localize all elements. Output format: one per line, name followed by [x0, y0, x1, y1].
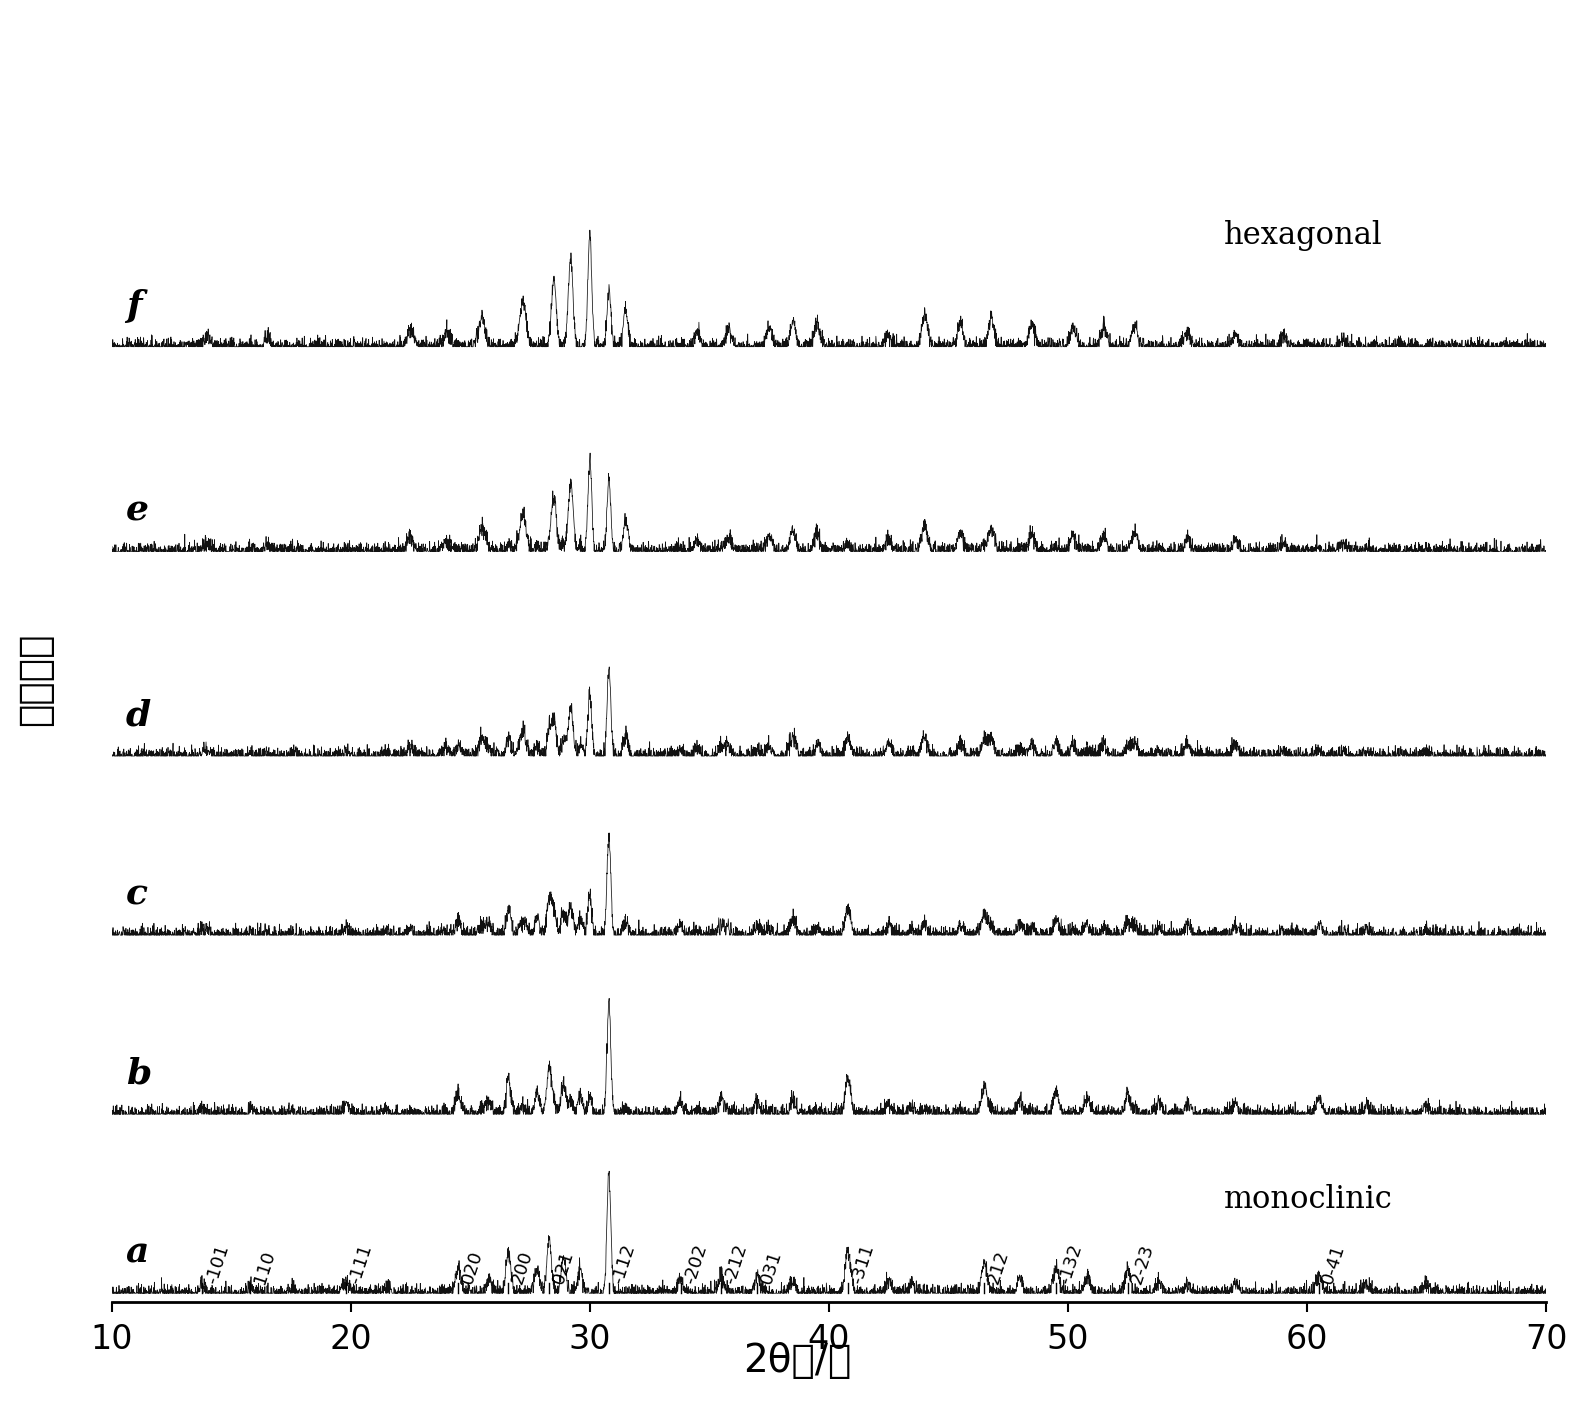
Text: -111: -111	[346, 1242, 376, 1286]
Text: 200: 200	[508, 1248, 536, 1286]
Text: 2θ角/度: 2θ角/度	[743, 1341, 851, 1380]
Text: 0-41: 0-41	[1320, 1242, 1349, 1286]
Text: -311: -311	[848, 1242, 878, 1286]
Text: c: c	[126, 877, 148, 911]
Text: -212: -212	[722, 1242, 751, 1286]
Text: 020: 020	[459, 1248, 486, 1286]
Text: 021: 021	[550, 1248, 577, 1286]
Text: b: b	[126, 1057, 151, 1091]
Text: -101: -101	[202, 1242, 233, 1286]
Text: 031: 031	[757, 1248, 784, 1286]
Text: 212: 212	[985, 1248, 1012, 1286]
Text: monoclinic: monoclinic	[1224, 1184, 1392, 1215]
Text: -112: -112	[609, 1242, 639, 1286]
Text: a: a	[126, 1235, 150, 1269]
Text: 110: 110	[250, 1248, 277, 1286]
Text: e: e	[126, 494, 148, 528]
Text: 相对强度: 相对强度	[16, 633, 54, 726]
Text: hexagonal: hexagonal	[1224, 221, 1382, 252]
Text: 2-23: 2-23	[1129, 1242, 1157, 1286]
Text: d: d	[126, 699, 151, 733]
Text: -132: -132	[1055, 1242, 1086, 1286]
Text: f: f	[126, 289, 142, 323]
Text: -202: -202	[681, 1242, 711, 1286]
